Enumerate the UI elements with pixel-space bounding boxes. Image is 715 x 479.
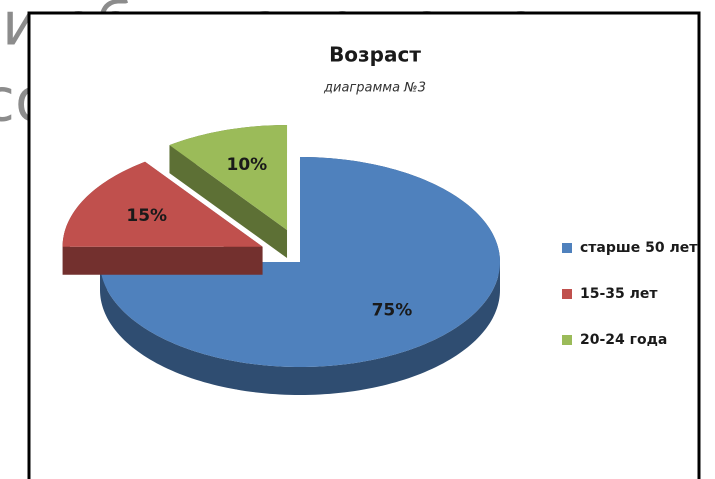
legend-label: 20-24 года (580, 332, 667, 348)
legend-swatch (562, 289, 572, 299)
legend-swatch (562, 335, 572, 345)
legend-swatch (562, 243, 572, 253)
legend: старше 50 лет 15-35 лет 20-24 года (562, 240, 698, 348)
chart-title: Возраст (329, 43, 421, 67)
data-label: 75% (372, 300, 413, 320)
pie: 75% 15% 10% (62, 125, 500, 395)
data-label: 10% (226, 155, 267, 175)
data-label: 15% (126, 206, 167, 226)
legend-label: 15-35 лет (580, 286, 658, 302)
slice (100, 157, 500, 367)
legend-label: старше 50 лет (580, 240, 698, 256)
chart-subtitle: диаграмма №3 (323, 81, 426, 96)
slice (169, 125, 288, 231)
slice (62, 161, 263, 247)
